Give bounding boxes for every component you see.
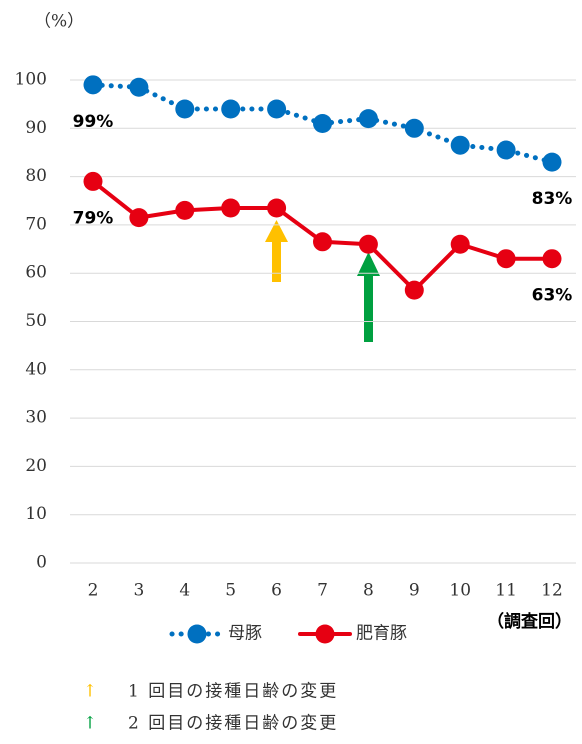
point (358, 109, 378, 129)
point (129, 77, 149, 97)
y-tick-label: 10 (25, 504, 47, 524)
point (542, 249, 562, 269)
data-label: 99% (73, 112, 114, 132)
y-tick-label: 50 (25, 311, 47, 331)
data-label: 79% (73, 208, 114, 228)
point (129, 208, 149, 228)
y-tick-label: 100 (15, 70, 47, 90)
y-unit: （%） (34, 12, 84, 32)
legend-item: 母豚 (169, 624, 262, 644)
point (175, 200, 195, 220)
legend-item: 肥育豚 (298, 624, 407, 644)
y-tick-label: 20 (25, 456, 47, 476)
legend-marker (187, 624, 207, 644)
point (450, 135, 470, 155)
data-label: 63% (532, 286, 573, 306)
point (175, 99, 195, 119)
y-tick-label: 80 (25, 166, 47, 186)
x-axis-label: （調査回） (487, 611, 572, 632)
point (450, 234, 470, 254)
change-arrow (265, 220, 288, 282)
point (542, 152, 562, 172)
x-tick-label: 6 (271, 581, 282, 601)
x-tick-label: 5 (225, 581, 236, 601)
y-tick-label: 60 (25, 263, 47, 283)
note-text: 1 回目の接種日齢の変更 (128, 682, 338, 702)
point (221, 198, 241, 218)
point (267, 198, 287, 218)
y-tick-label: 40 (25, 359, 47, 379)
legend-marker (315, 624, 335, 644)
point (496, 140, 516, 160)
point (83, 171, 103, 191)
note-arrow: ↑ (83, 682, 97, 702)
x-tick-label: 4 (179, 581, 190, 601)
x-tick-label: 9 (409, 581, 420, 601)
y-tick-label: 70 (25, 214, 47, 234)
point (83, 75, 103, 95)
legend-label: 肥育豚 (356, 624, 407, 644)
point (221, 99, 241, 119)
x-tick-label: 2 (88, 581, 99, 601)
x-tick-label: 3 (133, 581, 144, 601)
note-arrow: ↑ (83, 714, 97, 734)
y-tick-label: 90 (25, 118, 47, 138)
y-tick-label: 0 (36, 553, 47, 573)
change-arrow (357, 252, 380, 342)
data-label: 83% (532, 189, 573, 209)
legend-label: 母豚 (228, 624, 262, 644)
x-tick-label: 8 (363, 581, 374, 601)
x-tick-label: 11 (495, 581, 517, 601)
point (313, 232, 332, 252)
x-tick-label: 7 (317, 581, 328, 601)
point (496, 249, 516, 269)
point (313, 113, 332, 133)
point (404, 118, 424, 138)
note-text: 2 回目の接種日齢の変更 (128, 714, 338, 734)
x-tick-label: 10 (449, 581, 471, 601)
point (404, 280, 424, 300)
point (358, 234, 378, 254)
x-tick-label: 12 (541, 581, 563, 601)
y-tick-label: 30 (25, 408, 47, 428)
point (267, 99, 287, 119)
